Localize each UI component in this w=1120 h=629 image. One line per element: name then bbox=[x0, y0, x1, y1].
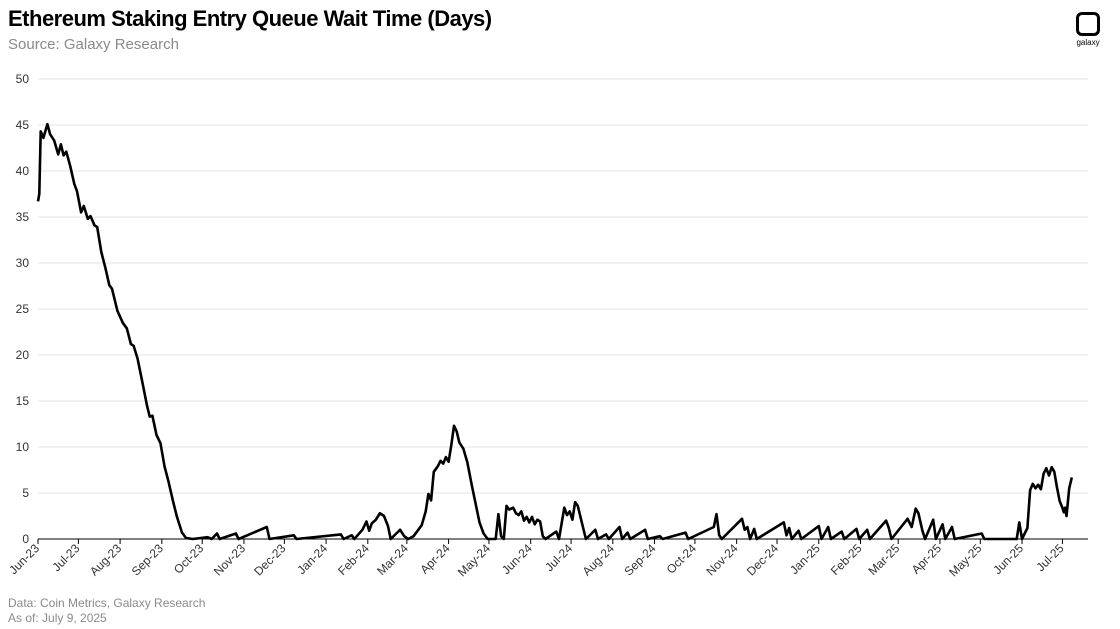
x-tick-label: Mar-25 bbox=[866, 541, 903, 578]
y-tick-label: 20 bbox=[16, 348, 30, 362]
y-tick-label: 35 bbox=[16, 210, 30, 224]
y-tick-label: 30 bbox=[16, 256, 30, 270]
x-tick-label: May-24 bbox=[455, 541, 493, 579]
x-tick-label: Dec-24 bbox=[744, 541, 781, 578]
galaxy-logo-icon bbox=[1076, 12, 1100, 36]
data-source-note: Data: Coin Metrics, Galaxy Research bbox=[8, 596, 206, 610]
series-line bbox=[36, 122, 1074, 541]
x-tick-label: Jun-24 bbox=[499, 541, 535, 577]
y-tick-label: 10 bbox=[16, 440, 30, 454]
y-tick-label: 5 bbox=[22, 486, 29, 500]
y-tick-label: 15 bbox=[16, 394, 30, 408]
x-tick-label: Sep-24 bbox=[621, 541, 658, 578]
x-tick-label: Jul-25 bbox=[1034, 541, 1067, 574]
x-tick-label: Oct-24 bbox=[664, 541, 700, 577]
x-tick-label: Jan-24 bbox=[294, 541, 330, 577]
brand-logo: galaxy bbox=[1068, 12, 1108, 47]
y-tick-label: 50 bbox=[16, 72, 30, 86]
x-tick-label: Oct-23 bbox=[171, 541, 207, 577]
y-tick-label: 25 bbox=[16, 302, 30, 316]
x-tick-label: Mar-24 bbox=[374, 541, 411, 578]
chart-subtitle: Source: Galaxy Research bbox=[8, 36, 179, 53]
x-tick-label: Nov-23 bbox=[211, 541, 248, 578]
brand-wordmark: galaxy bbox=[1076, 38, 1100, 47]
y-tick-label: 45 bbox=[16, 118, 30, 132]
y-tick-label: 40 bbox=[16, 164, 30, 178]
x-tick-label: Jul-23 bbox=[49, 541, 82, 574]
x-tick-label: Jan-25 bbox=[787, 541, 823, 577]
x-tick-label: Jun-25 bbox=[990, 541, 1026, 577]
x-tick-label: Jun-23 bbox=[6, 541, 42, 577]
x-tick-label: Feb-24 bbox=[335, 541, 372, 578]
x-tick-label: Apr-25 bbox=[909, 541, 945, 577]
chart-title: Ethereum Staking Entry Queue Wait Time (… bbox=[8, 6, 492, 31]
as-of-date: As of: July 9, 2025 bbox=[8, 611, 107, 625]
x-tick-label: Dec-23 bbox=[251, 541, 288, 578]
x-tick-label: Aug-23 bbox=[87, 541, 124, 578]
x-tick-label: Apr-24 bbox=[417, 541, 453, 577]
x-tick-label: Feb-25 bbox=[828, 541, 865, 578]
x-tick-label: May-25 bbox=[946, 541, 984, 579]
y-tick-label: 0 bbox=[22, 532, 29, 546]
x-tick-label: Nov-24 bbox=[704, 541, 741, 578]
x-tick-label: Aug-24 bbox=[580, 541, 617, 578]
x-tick-label: Jul-24 bbox=[542, 541, 575, 574]
x-tick-label: Sep-23 bbox=[129, 541, 166, 578]
